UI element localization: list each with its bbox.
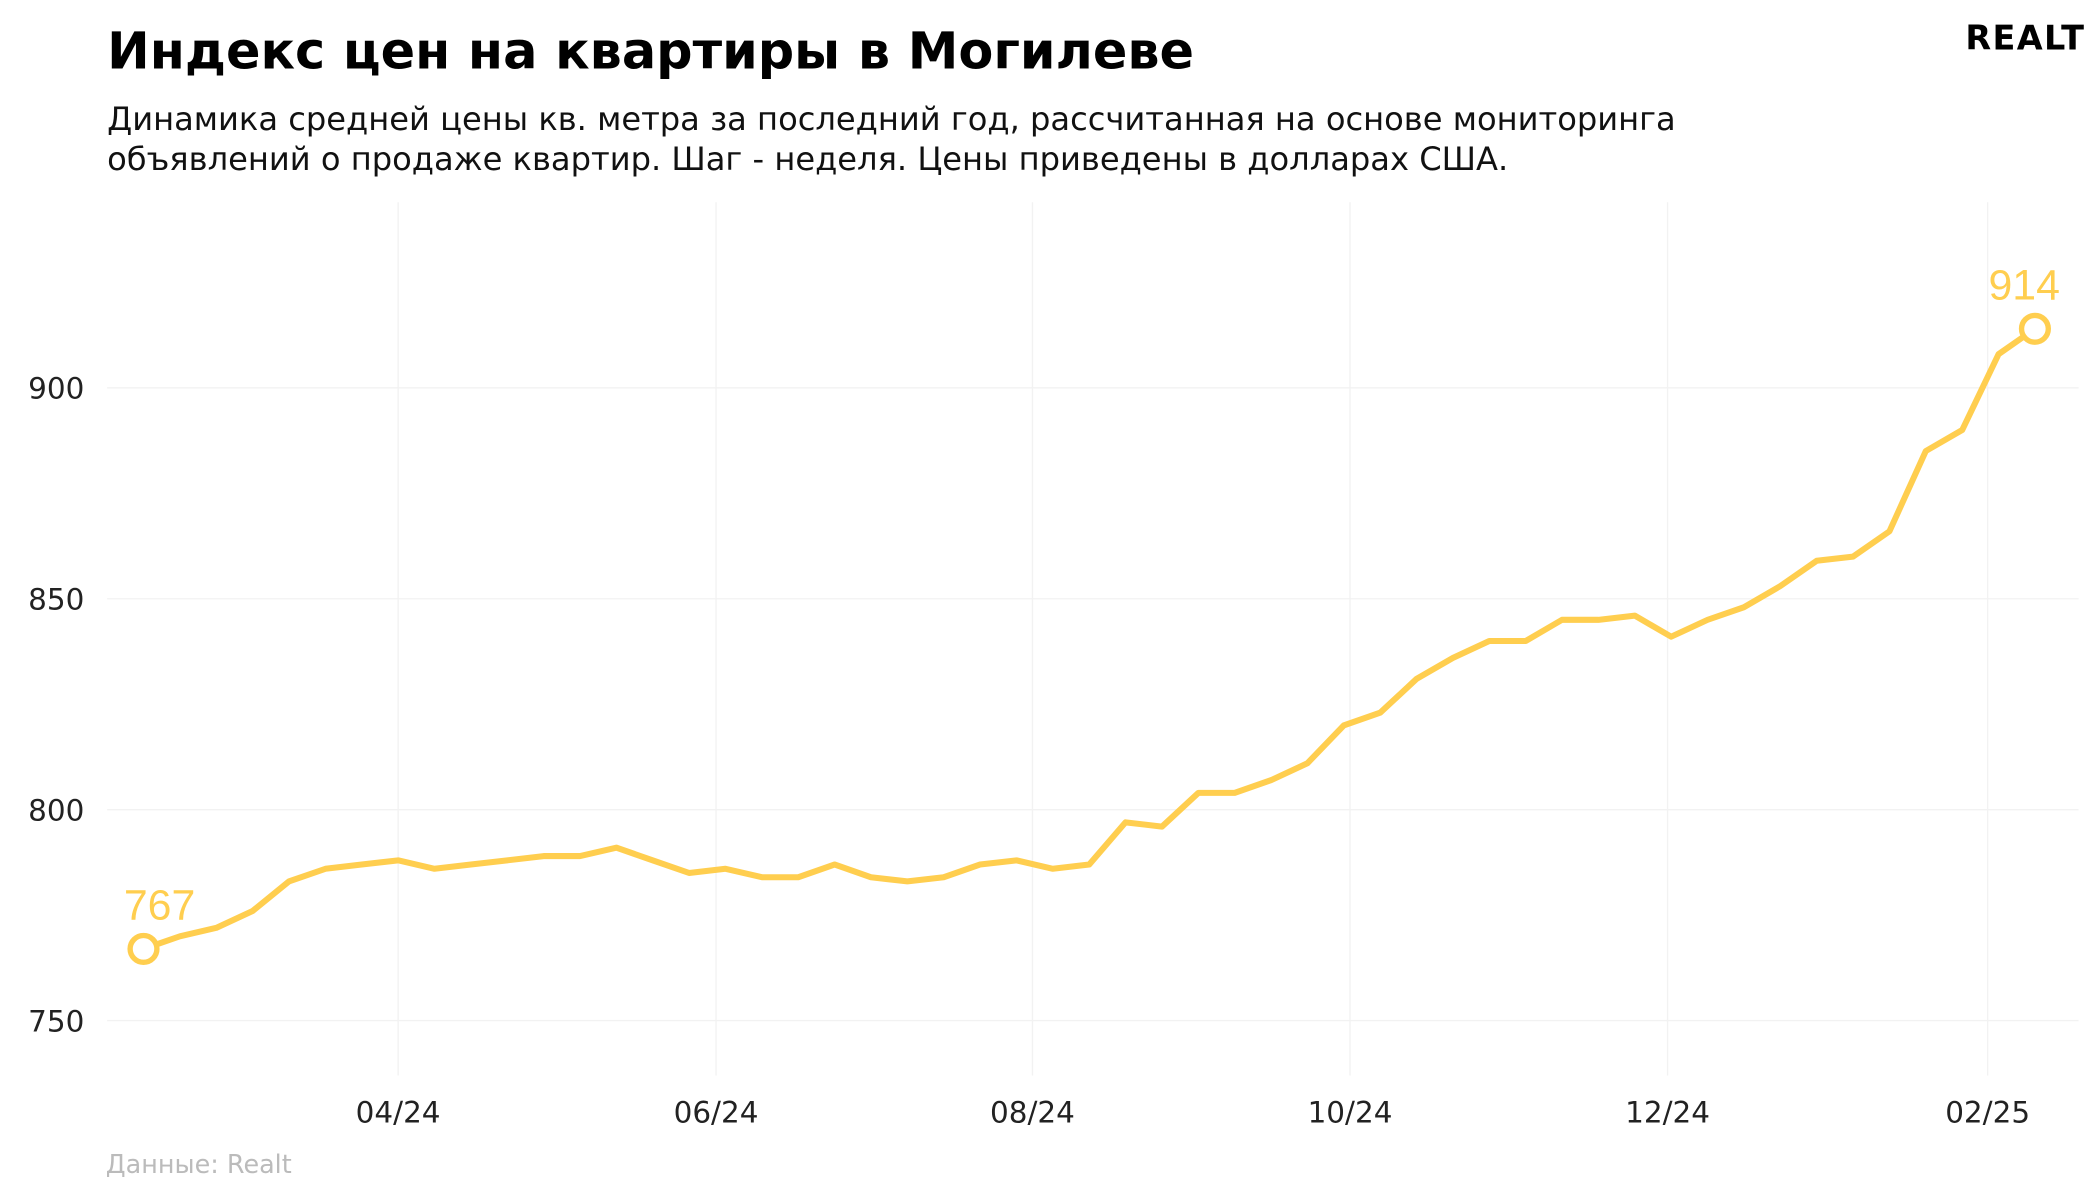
x-tick-label: 08/24	[990, 1095, 1075, 1129]
y-tick-label: 800	[28, 793, 84, 827]
series-line	[140, 325, 2038, 952]
endpoint-label: 914	[1988, 261, 2059, 309]
annotations: 767 914	[124, 261, 2060, 965]
endpoint-marker	[2018, 312, 2051, 345]
x-axis: 04/24 06/24 08/24 10/24 12/24 02/25	[356, 1095, 2030, 1129]
endpoint-label: 767	[124, 881, 195, 929]
x-tick-label: 02/25	[1945, 1095, 2030, 1129]
endpoint-marker	[127, 932, 160, 965]
y-tick-label: 850	[28, 582, 84, 616]
y-tick-label: 900	[28, 372, 84, 406]
realt-logo: REALT	[1965, 19, 2085, 58]
source-note: Данные: Realt	[106, 1149, 292, 1179]
y-axis: 750 800 850 900	[28, 372, 84, 1039]
x-tick-label: 06/24	[674, 1095, 759, 1129]
x-tick-label: 12/24	[1625, 1095, 1710, 1129]
x-tick-label: 10/24	[1308, 1095, 1393, 1129]
chart-title: Индекс цен на квартиры в Могилеве	[107, 22, 1194, 81]
x-tick-label: 04/24	[356, 1095, 441, 1129]
chart-subtitle-line2: объявлений о продаже квартир. Шаг - неде…	[107, 140, 1508, 178]
grid	[107, 202, 2079, 1076]
chart-subtitle-line1: Динамика средней цены кв. метра за после…	[107, 100, 1676, 138]
y-tick-label: 750	[28, 1004, 84, 1038]
